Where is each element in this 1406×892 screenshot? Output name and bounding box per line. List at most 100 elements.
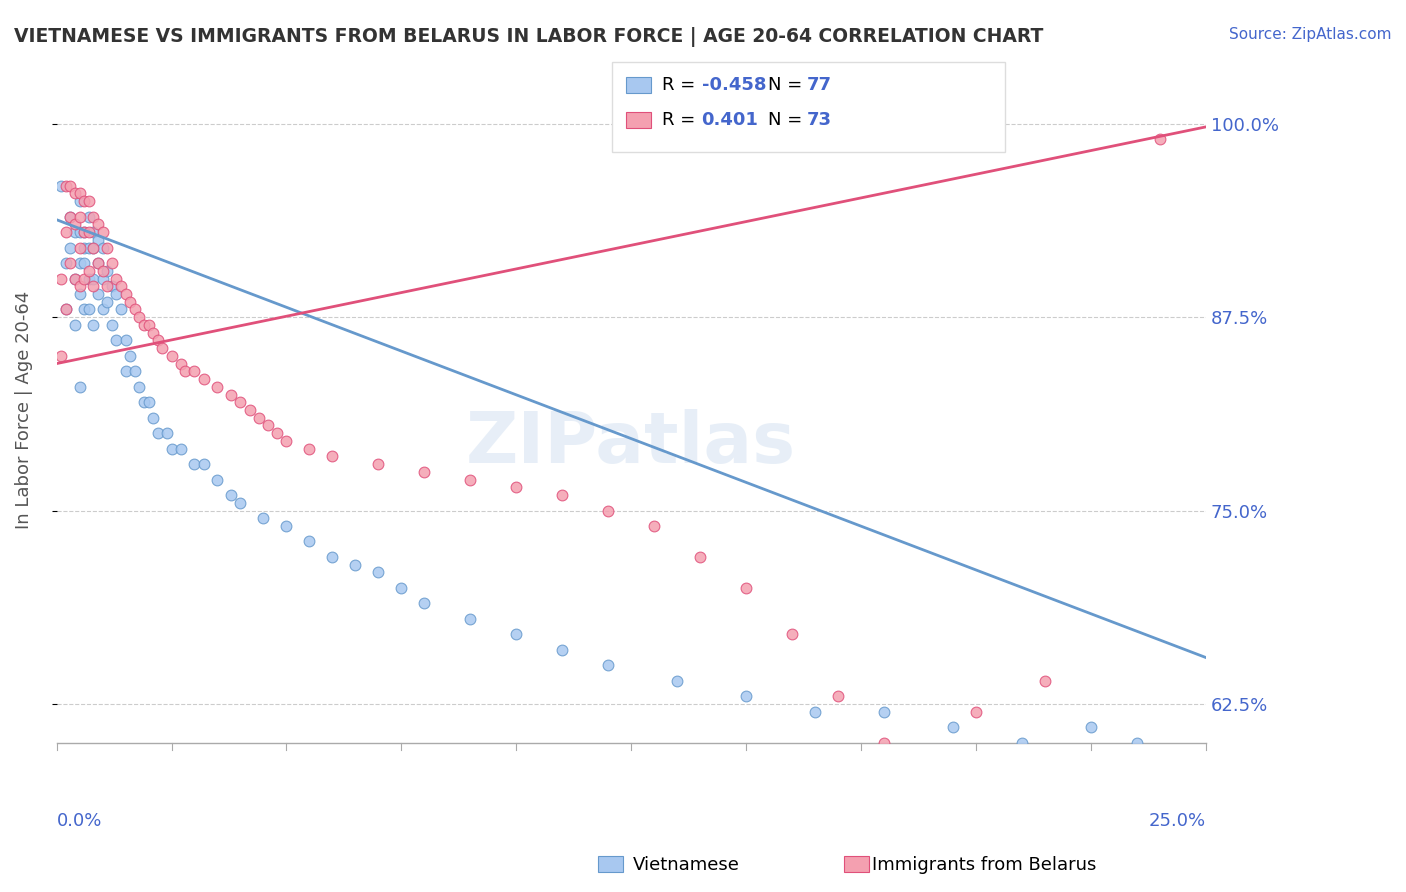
Point — [804, 705, 827, 719]
Point — [160, 349, 183, 363]
Point — [276, 519, 298, 533]
Text: VIETNAMESE VS IMMIGRANTS FROM BELARUS IN LABOR FORCE | AGE 20-64 CORRELATION CHA: VIETNAMESE VS IMMIGRANTS FROM BELARUS IN… — [14, 27, 1043, 46]
Point — [87, 287, 110, 301]
Point — [59, 241, 82, 255]
Point — [156, 426, 179, 441]
Point — [73, 241, 96, 255]
Point — [1125, 735, 1147, 749]
Point — [91, 302, 114, 317]
Point — [735, 689, 758, 703]
Point — [82, 279, 104, 293]
Point — [780, 627, 803, 641]
Point — [59, 210, 82, 224]
Point — [96, 241, 118, 255]
Point — [321, 450, 343, 464]
Point — [183, 457, 205, 471]
Point — [321, 549, 343, 564]
Point — [77, 210, 100, 224]
Text: 0.0%: 0.0% — [56, 812, 103, 830]
Point — [120, 349, 142, 363]
Point — [59, 256, 82, 270]
Point — [63, 218, 86, 232]
Point — [63, 186, 86, 201]
Point — [252, 511, 274, 525]
Point — [367, 566, 389, 580]
Point — [183, 364, 205, 378]
Point — [110, 302, 132, 317]
Text: ZIPatlas: ZIPatlas — [465, 409, 796, 478]
Text: Source: ZipAtlas.com: Source: ZipAtlas.com — [1229, 27, 1392, 42]
Point — [219, 387, 242, 401]
Point — [55, 256, 77, 270]
Point — [63, 271, 86, 285]
Point — [91, 264, 114, 278]
Point — [666, 673, 689, 688]
Point — [735, 581, 758, 595]
Text: N =: N = — [768, 76, 807, 94]
Point — [82, 241, 104, 255]
Point — [87, 256, 110, 270]
Point — [73, 256, 96, 270]
Point — [69, 210, 91, 224]
Point — [63, 271, 86, 285]
Point — [1149, 132, 1171, 146]
Point — [207, 473, 229, 487]
Text: N =: N = — [768, 112, 807, 129]
Point — [91, 271, 114, 285]
Point — [138, 395, 160, 409]
Point — [170, 357, 193, 371]
Point — [110, 279, 132, 293]
Text: -0.458: -0.458 — [702, 76, 766, 94]
Point — [142, 326, 165, 340]
Point — [69, 287, 91, 301]
Point — [873, 705, 896, 719]
Point — [128, 310, 150, 325]
Point — [69, 241, 91, 255]
Point — [1171, 743, 1194, 757]
Point — [132, 395, 155, 409]
Point — [51, 178, 73, 193]
Point — [77, 264, 100, 278]
Point — [77, 225, 100, 239]
Text: 0.401: 0.401 — [702, 112, 758, 129]
Point — [100, 318, 122, 332]
Point — [73, 271, 96, 285]
Point — [367, 457, 389, 471]
Point — [96, 294, 118, 309]
Point — [124, 364, 146, 378]
Point — [69, 380, 91, 394]
Point — [193, 457, 215, 471]
Point — [73, 225, 96, 239]
Point — [207, 380, 229, 394]
Point — [170, 442, 193, 456]
Point — [87, 233, 110, 247]
Point — [298, 534, 321, 549]
Point — [598, 658, 620, 673]
Point — [150, 341, 173, 355]
Point — [63, 318, 86, 332]
Point — [1033, 673, 1056, 688]
Text: R =: R = — [662, 112, 702, 129]
Point — [458, 473, 481, 487]
Point — [59, 210, 82, 224]
Point — [69, 279, 91, 293]
Point — [551, 642, 574, 657]
Point — [69, 194, 91, 209]
Text: Immigrants from Belarus: Immigrants from Belarus — [872, 856, 1097, 874]
Text: 25.0%: 25.0% — [1149, 812, 1206, 830]
Y-axis label: In Labor Force | Age 20-64: In Labor Force | Age 20-64 — [15, 291, 32, 529]
Point — [69, 256, 91, 270]
Point — [114, 287, 136, 301]
Point — [105, 287, 128, 301]
Point — [55, 225, 77, 239]
Point — [413, 596, 436, 610]
Point — [128, 380, 150, 394]
Point — [96, 264, 118, 278]
Point — [965, 705, 987, 719]
Point — [87, 218, 110, 232]
Point — [138, 318, 160, 332]
Point — [942, 720, 965, 734]
Point — [146, 426, 169, 441]
Point — [918, 751, 941, 765]
Point — [1195, 743, 1218, 757]
